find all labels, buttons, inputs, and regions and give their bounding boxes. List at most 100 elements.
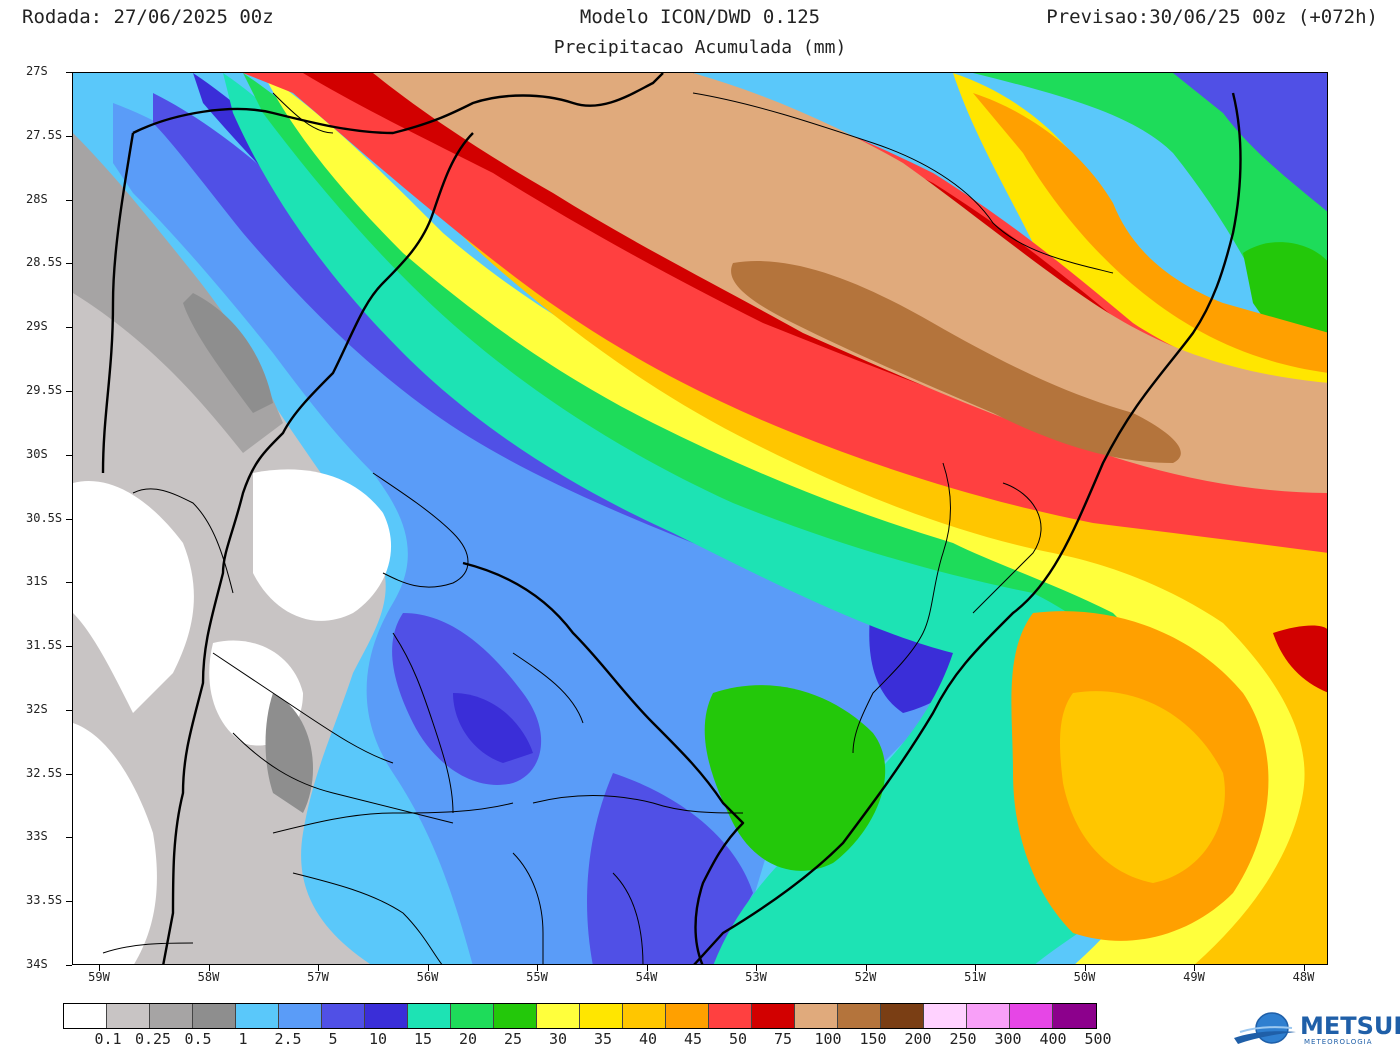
lon-tick: [1194, 965, 1195, 971]
legend-swatch: [193, 1004, 236, 1028]
legend-label: 0.5: [184, 1030, 212, 1048]
lon-label: 49W: [1183, 970, 1205, 984]
lon-tick: [99, 965, 100, 971]
lon-label: 59W: [88, 970, 110, 984]
lat-label: 32.5S: [26, 765, 63, 780]
legend-label: 15: [413, 1030, 433, 1048]
lat-tick: [66, 709, 72, 711]
legend-label: 10: [368, 1030, 388, 1048]
legend-swatch: [236, 1004, 279, 1028]
lat-tick: [66, 72, 72, 73]
legend-swatch: [279, 1004, 322, 1028]
color-scale: [63, 1003, 1097, 1029]
lon-tick: [1084, 965, 1086, 971]
lat-tick: [66, 646, 72, 648]
lat-tick: [66, 773, 72, 775]
lat-tick: [66, 390, 72, 392]
legend-label: 45: [683, 1030, 703, 1048]
lat-tick: [66, 518, 72, 520]
lat-label: 34S: [26, 957, 48, 971]
lat-label: 30.5S: [26, 510, 63, 525]
lat-label: 28S: [26, 191, 48, 206]
legend-swatch: [150, 1004, 193, 1028]
legend-swatch: [580, 1004, 623, 1028]
lat-label: 30S: [26, 446, 48, 461]
legend-label: 2.5: [274, 1030, 302, 1048]
lat-label: 29.5S: [26, 382, 63, 397]
lat-tick: [66, 965, 72, 966]
metsul-logo: METSUL METEOROLOGIA: [1232, 1008, 1400, 1048]
lat-label: 27S: [26, 64, 48, 78]
legend-swatch: [537, 1004, 580, 1028]
legend-label: 25: [503, 1030, 523, 1048]
logo-name: METSUL: [1300, 1012, 1400, 1040]
model-title: Modelo ICON/DWD 0.125: [579, 6, 821, 28]
legend-label: 500: [1084, 1030, 1112, 1048]
lon-tick: [427, 965, 429, 971]
legend-label: 0.25: [134, 1030, 172, 1048]
legend-label: 400: [1039, 1030, 1067, 1048]
logo-subtitle: METEOROLOGIA: [1304, 1038, 1373, 1046]
legend-label: 40: [638, 1030, 658, 1048]
lon-label: 53W: [745, 970, 767, 984]
legend-swatch: [666, 1004, 709, 1028]
lat-tick: [66, 327, 72, 329]
legend-swatch: [838, 1004, 881, 1028]
lon-tick: [208, 965, 210, 971]
legend-swatch: [881, 1004, 924, 1028]
lat-label: 31.5S: [26, 638, 63, 653]
lon-label: 58W: [197, 970, 220, 984]
legend-label: 200: [904, 1030, 932, 1048]
legend-swatch: [451, 1004, 494, 1028]
globe-icon: [1234, 1012, 1296, 1044]
legend-label: 75: [773, 1030, 793, 1048]
lat-label: 29S: [26, 319, 48, 334]
lat-label: 28.5S: [26, 255, 63, 270]
lat-tick: [66, 582, 72, 584]
legend-swatch: [408, 1004, 451, 1028]
lat-tick: [66, 837, 72, 839]
lon-tick: [537, 965, 538, 971]
legend-label: 50: [728, 1030, 748, 1048]
legend-swatch: [1053, 1004, 1096, 1028]
legend-swatch: [322, 1004, 365, 1028]
lon-tick: [865, 965, 867, 971]
lon-tick: [318, 965, 319, 971]
lon-label: 52W: [854, 970, 877, 984]
lon-tick: [975, 965, 976, 971]
lat-label: 31S: [26, 574, 48, 589]
lon-tick: [646, 965, 648, 971]
legend-label: 5: [328, 1030, 338, 1048]
forecast-time: Previsao:30/06/25 00z (+072h): [1046, 6, 1378, 28]
precipitation-map: [72, 72, 1328, 965]
legend-swatch: [752, 1004, 795, 1028]
lat-tick: [66, 135, 72, 137]
legend-label: 250: [949, 1030, 977, 1048]
lon-label: 54W: [635, 970, 658, 984]
legend-swatch: [924, 1004, 967, 1028]
legend-label: 30: [548, 1030, 568, 1048]
legend-label: 35: [593, 1030, 613, 1048]
run-date: Rodada: 27/06/2025 00z: [22, 6, 274, 28]
lat-tick: [66, 199, 72, 201]
legend-swatch: [365, 1004, 408, 1028]
lon-label: 51W: [964, 970, 986, 984]
lat-tick: [66, 454, 72, 456]
lon-label: 55W: [526, 970, 548, 984]
legend-label: 100: [814, 1030, 842, 1048]
lat-label: 33.5S: [26, 893, 63, 908]
legend-swatch: [494, 1004, 537, 1028]
legend-label: 150: [859, 1030, 887, 1048]
lon-label: 50W: [1073, 970, 1096, 984]
lon-tick: [1303, 965, 1305, 971]
lon-label: 57W: [307, 970, 329, 984]
legend-swatch: [1010, 1004, 1053, 1028]
lat-tick: [66, 263, 72, 265]
lat-label: 32S: [26, 701, 48, 716]
legend-swatch: [967, 1004, 1010, 1028]
legend-label: 0.1: [94, 1030, 122, 1048]
lon-tick: [756, 965, 757, 971]
legend-label: 1: [238, 1030, 248, 1048]
legend-swatch: [64, 1004, 107, 1028]
legend-label: 20: [458, 1030, 478, 1048]
